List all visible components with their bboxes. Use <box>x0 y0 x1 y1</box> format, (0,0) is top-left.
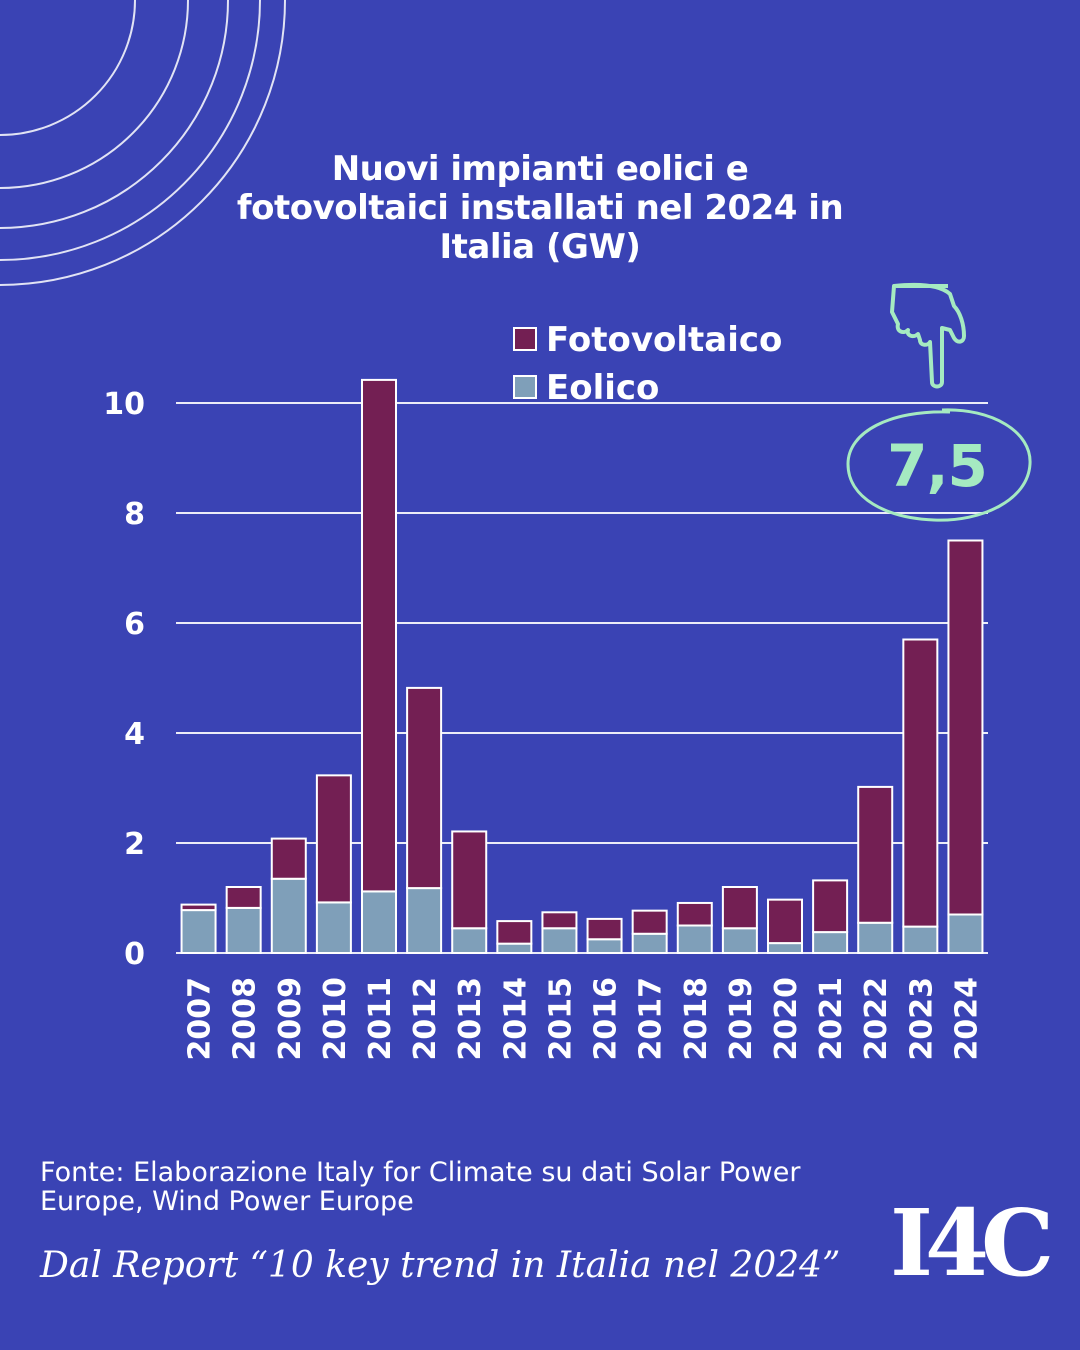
bar-segment-fotovoltaico <box>270 837 307 880</box>
bar-segment-eolico <box>225 906 262 955</box>
bar-segment-fotovoltaico <box>406 686 443 890</box>
source-note: Fonte: Elaborazione Italy for Climate su… <box>40 1158 900 1216</box>
bar-segment-eolico <box>541 927 578 954</box>
x-tick-label: 2013 <box>453 977 488 1061</box>
bar-segment-fotovoltaico <box>902 638 939 928</box>
bar-segment-fotovoltaico <box>541 911 578 930</box>
bar-segment-fotovoltaico <box>676 901 713 927</box>
x-tick-label: 2008 <box>228 977 263 1061</box>
report-caption: Dal Report “10 key trend in Italia nel 2… <box>40 1245 841 1286</box>
callout-ellipse <box>846 408 1032 522</box>
title-line: Nuovi impianti eolici e <box>331 149 749 189</box>
bar-segment-fotovoltaico <box>721 886 758 930</box>
bar-segment-fotovoltaico <box>947 539 984 916</box>
bar-segment-eolico <box>315 901 352 955</box>
x-tick-label: 2015 <box>543 977 578 1061</box>
y-tick-label: 10 <box>103 387 145 422</box>
source-line: Europe, Wind Power Europe <box>40 1186 414 1217</box>
pointing-hand-icon <box>890 283 966 389</box>
legend-swatch <box>513 327 537 351</box>
x-tick-label: 2014 <box>498 977 533 1061</box>
y-tick-label: 0 <box>124 937 145 972</box>
x-tick-label: 2022 <box>859 977 894 1061</box>
chart-title: Nuovi impianti eolici e fotovoltaici ins… <box>140 150 940 267</box>
x-tick-label: 2011 <box>363 977 398 1061</box>
bar-segment-fotovoltaico <box>180 903 217 912</box>
callout-value: 7,5 <box>887 432 988 500</box>
bar-segment-eolico <box>812 931 849 954</box>
bar-segment-fotovoltaico <box>586 917 623 941</box>
title-line: fotovoltaici installati nel 2024 in <box>236 188 844 228</box>
bar-segment-eolico <box>406 887 443 954</box>
bar-segment-fotovoltaico <box>315 774 352 904</box>
x-tick-label: 2012 <box>408 977 443 1061</box>
bar-segment-eolico <box>857 921 894 954</box>
source-line: Fonte: Elaborazione Italy for Climate su… <box>40 1157 801 1188</box>
x-tick-label: 2016 <box>589 977 624 1061</box>
bar-segment-eolico <box>180 909 217 954</box>
bar-segment-eolico <box>902 925 939 954</box>
bar-segment-eolico <box>586 938 623 954</box>
y-tick-label: 4 <box>124 717 145 752</box>
x-tick-label: 2007 <box>183 977 218 1061</box>
x-tick-label: 2010 <box>318 977 353 1061</box>
bar-segment-fotovoltaico <box>812 879 849 934</box>
bar-segment-fotovoltaico <box>496 920 533 945</box>
x-tick-label: 2020 <box>769 977 804 1061</box>
x-tick-label: 2024 <box>949 977 984 1061</box>
x-tick-label: 2017 <box>634 977 669 1061</box>
bar-segment-eolico <box>631 932 668 954</box>
bar-segment-eolico <box>947 913 984 954</box>
y-tick-label: 6 <box>124 607 145 642</box>
bar-segment-eolico <box>451 927 488 954</box>
bar-segment-eolico <box>496 942 533 955</box>
bar-segment-fotovoltaico <box>451 830 488 930</box>
x-tick-label: 2021 <box>814 977 849 1061</box>
legend-label: Eolico <box>546 368 659 408</box>
bar-segment-eolico <box>676 924 713 954</box>
bar-segment-fotovoltaico <box>361 378 397 893</box>
bar-segment-fotovoltaico <box>857 785 894 924</box>
i4c-logo: I4C <box>890 1189 1054 1297</box>
bar-segment-eolico <box>361 890 397 955</box>
stacked-bar-chart: 0 2 4 6 8 10 2007 2008 2009 2010 2011 2012 2013 2014 2… <box>103 320 988 1061</box>
bar-segment-eolico <box>270 877 307 954</box>
x-tick-label: 2019 <box>724 977 759 1061</box>
bar-segment-fotovoltaico <box>767 898 803 945</box>
bar-segment-fotovoltaico <box>225 886 262 909</box>
legend-swatch <box>513 375 537 399</box>
y-tick-label: 8 <box>124 497 145 532</box>
title-line: Italia (GW) <box>439 227 641 267</box>
bar-segment-fotovoltaico <box>631 909 668 935</box>
y-tick-label: 2 <box>124 827 145 862</box>
x-tick-label: 2018 <box>679 977 714 1061</box>
bar-segment-eolico <box>767 942 803 954</box>
x-tick-label: 2023 <box>904 977 939 1061</box>
bar-segment-eolico <box>721 927 758 954</box>
legend-label: Fotovoltaico <box>546 320 782 360</box>
x-tick-label: 2009 <box>273 977 308 1061</box>
